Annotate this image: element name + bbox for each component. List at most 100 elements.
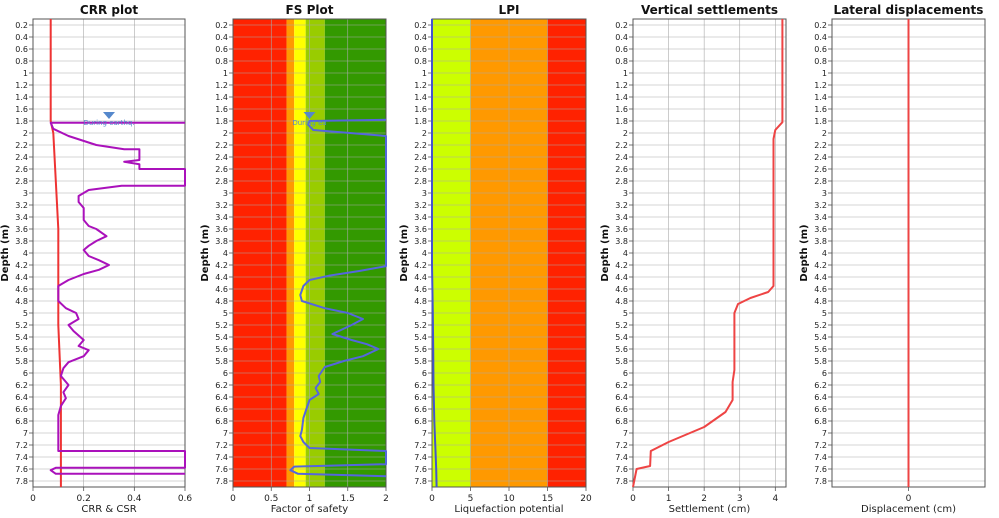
lpi-y-tick-label: 7 <box>422 429 427 438</box>
displacement-y-tick-label: 3.4 <box>814 213 827 222</box>
crr-y-tick-label: 4 <box>23 249 28 258</box>
crr-y-tick-label: 7.8 <box>15 477 28 486</box>
crr-y-tick-label: 6.6 <box>15 405 28 414</box>
settlement-y-tick-label: 1.4 <box>615 93 628 102</box>
fs-x-tick-label: 1.5 <box>341 494 355 504</box>
crr-y-tick-label: 7.2 <box>15 441 28 450</box>
displacement-y-tick-label: 6.8 <box>814 417 827 426</box>
crr-water-table-icon <box>103 112 115 119</box>
fs-y-tick-label: 0.8 <box>215 57 228 66</box>
crr-x-tick-label: 0.4 <box>127 494 142 504</box>
lpi-x-tick-label: 20 <box>580 494 592 504</box>
fs-y-tick-label: 3.4 <box>215 213 228 222</box>
lpi-x-tick-label: 10 <box>503 494 515 504</box>
settlement-y-tick-label: 2 <box>623 129 628 138</box>
fs-y-tick-label: 5.8 <box>215 357 228 366</box>
settlement-y-tick-label: 2.6 <box>615 165 628 174</box>
displacement-y-tick-label: 0.4 <box>814 33 827 42</box>
lpi-y-tick-label: 2.8 <box>414 177 427 186</box>
lpi-y-tick-label: 7.4 <box>414 453 427 462</box>
settlement-plot-frame <box>632 18 787 488</box>
fs-y-tick-label: 1.4 <box>215 93 228 102</box>
fs-y-tick-label: 4.8 <box>215 297 228 306</box>
settlement-plot-panel: 0.2 0.4 0.6 0.8 1 1.2 1.4 1.6 1.8 2 2.2 2.4 2.6 2.8 3 3… <box>600 3 787 515</box>
crr-y-tick-label: 6 <box>23 369 28 378</box>
lpi-y-tick-label: 2.2 <box>414 141 427 150</box>
crr-plot-xlabel: CRR & CSR <box>81 504 136 515</box>
displacement-y-tick-label: 4.2 <box>814 261 827 270</box>
displacement-y-tick-label: 1.2 <box>814 81 827 90</box>
fs-y-tick-label: 2.4 <box>215 153 228 162</box>
fs-y-tick-label: 4.6 <box>215 285 228 294</box>
fs-y-tick-label: 3.6 <box>215 225 228 234</box>
lpi-y-tick-label: 0.8 <box>414 57 427 66</box>
settlement-y-tick-label: 1.2 <box>615 81 628 90</box>
lpi-y-tick-label: 3.2 <box>414 201 427 210</box>
displacement-y-tick-label: 1 <box>822 69 827 78</box>
lpi-y-tick-label: 3.6 <box>414 225 427 234</box>
crr-plot-panel: 0.2 0.4 0.6 0.8 1 1.2 1.4 1.6 1.8 2 2.2 2.4 2.6 2.8 3 3… <box>0 3 192 515</box>
crr-y-tick-label: 5.4 <box>15 333 28 342</box>
settlement-y-tick-label: 1 <box>623 69 628 78</box>
displacement-plot-panel: 0.2 0.4 0.6 0.8 1 1.2 1.4 1.6 1.8 2 2.2 2.4 2.6 2.8 3 3… <box>799 3 986 515</box>
displacement-y-tick-label: 7.4 <box>814 453 827 462</box>
lpi-x-tick-label: 5 <box>468 494 474 504</box>
displacement-y-tick-label: 6.4 <box>814 393 827 402</box>
fs-y-tick-label: 4 <box>223 249 228 258</box>
crr-y-tick-label: 1.6 <box>15 105 28 114</box>
settlement-y-tick-label: 5.4 <box>615 333 628 342</box>
fs-y-tick-label: 4.2 <box>215 261 228 270</box>
displacement-y-tick-label: 2.6 <box>814 165 827 174</box>
settlement-y-tick-label: 4.4 <box>615 273 628 282</box>
crr-water-table-label: During earthq. <box>83 119 134 127</box>
settlement-y-tick-label: 6 <box>623 369 628 378</box>
lpi-y-tick-label: 4.6 <box>414 285 427 294</box>
settlement-y-tick-label: 3.4 <box>615 213 628 222</box>
crr-plot-title: CRR plot <box>80 3 138 17</box>
lpi-series-lpi-line <box>431 19 438 488</box>
fs-y-tick-label: 2.2 <box>215 141 228 150</box>
settlement-y-tick-label: 6.2 <box>615 381 628 390</box>
settlement-y-tick-label: 6.4 <box>615 393 628 402</box>
lpi-y-tick-label: 2 <box>422 129 427 138</box>
settlement-series-settlement-line <box>632 19 784 488</box>
settlement-y-tick-label: 0.8 <box>615 57 628 66</box>
crr-y-tick-label: 5 <box>23 309 28 318</box>
lpi-y-tick-label: 2.6 <box>414 165 427 174</box>
displacement-y-tick-label: 2.4 <box>814 153 827 162</box>
displacement-y-tick-label: 6 <box>822 369 827 378</box>
displacement-y-tick-label: 0.2 <box>814 21 827 30</box>
settlement-y-tick-label: 4.2 <box>615 261 628 270</box>
settlement-y-tick-label: 7.4 <box>615 453 628 462</box>
displacement-y-tick-label: 7.8 <box>814 477 827 486</box>
settlement-x-tick-label: 0 <box>630 494 636 504</box>
lpi-y-tick-label: 0.4 <box>414 33 427 42</box>
fs-y-tick-label: 2.8 <box>215 177 228 186</box>
crr-y-tick-label: 3.4 <box>15 213 28 222</box>
settlement-y-tick-label: 4.8 <box>615 297 628 306</box>
settlement-y-tick-label: 3 <box>623 189 628 198</box>
settlement-y-tick-label: 0.6 <box>615 45 628 54</box>
displacement-plot-xlabel: Displacement (cm) <box>861 504 956 515</box>
settlement-y-tick-label: 7.8 <box>615 477 628 486</box>
displacement-y-tick-label: 3.6 <box>814 225 827 234</box>
displacement-y-tick-label: 7 <box>822 429 827 438</box>
settlement-y-tick-label: 2.8 <box>615 177 628 186</box>
lpi-y-tick-label: 6.6 <box>414 405 427 414</box>
fs-y-tick-label: 6.6 <box>215 405 228 414</box>
fs-y-tick-label: 3.2 <box>215 201 228 210</box>
lpi-y-tick-label: 7.2 <box>414 441 427 450</box>
crr-y-tick-label: 7 <box>23 429 28 438</box>
displacement-y-tick-label: 5 <box>822 309 827 318</box>
displacement-y-tick-label: 2 <box>822 129 827 138</box>
fs-y-tick-label: 6.8 <box>215 417 228 426</box>
crr-y-tick-label: 5.2 <box>15 321 28 330</box>
crr-y-tick-label: 0.4 <box>15 33 28 42</box>
settlement-y-tick-label: 5 <box>623 309 628 318</box>
crr-y-tick-label: 3.8 <box>15 237 28 246</box>
lpi-y-tick-label: 7.6 <box>414 465 427 474</box>
crr-x-tick-label: 0.2 <box>77 494 91 504</box>
fs-y-tick-label: 0.6 <box>215 45 228 54</box>
crr-y-tick-label: 4.2 <box>15 261 28 270</box>
